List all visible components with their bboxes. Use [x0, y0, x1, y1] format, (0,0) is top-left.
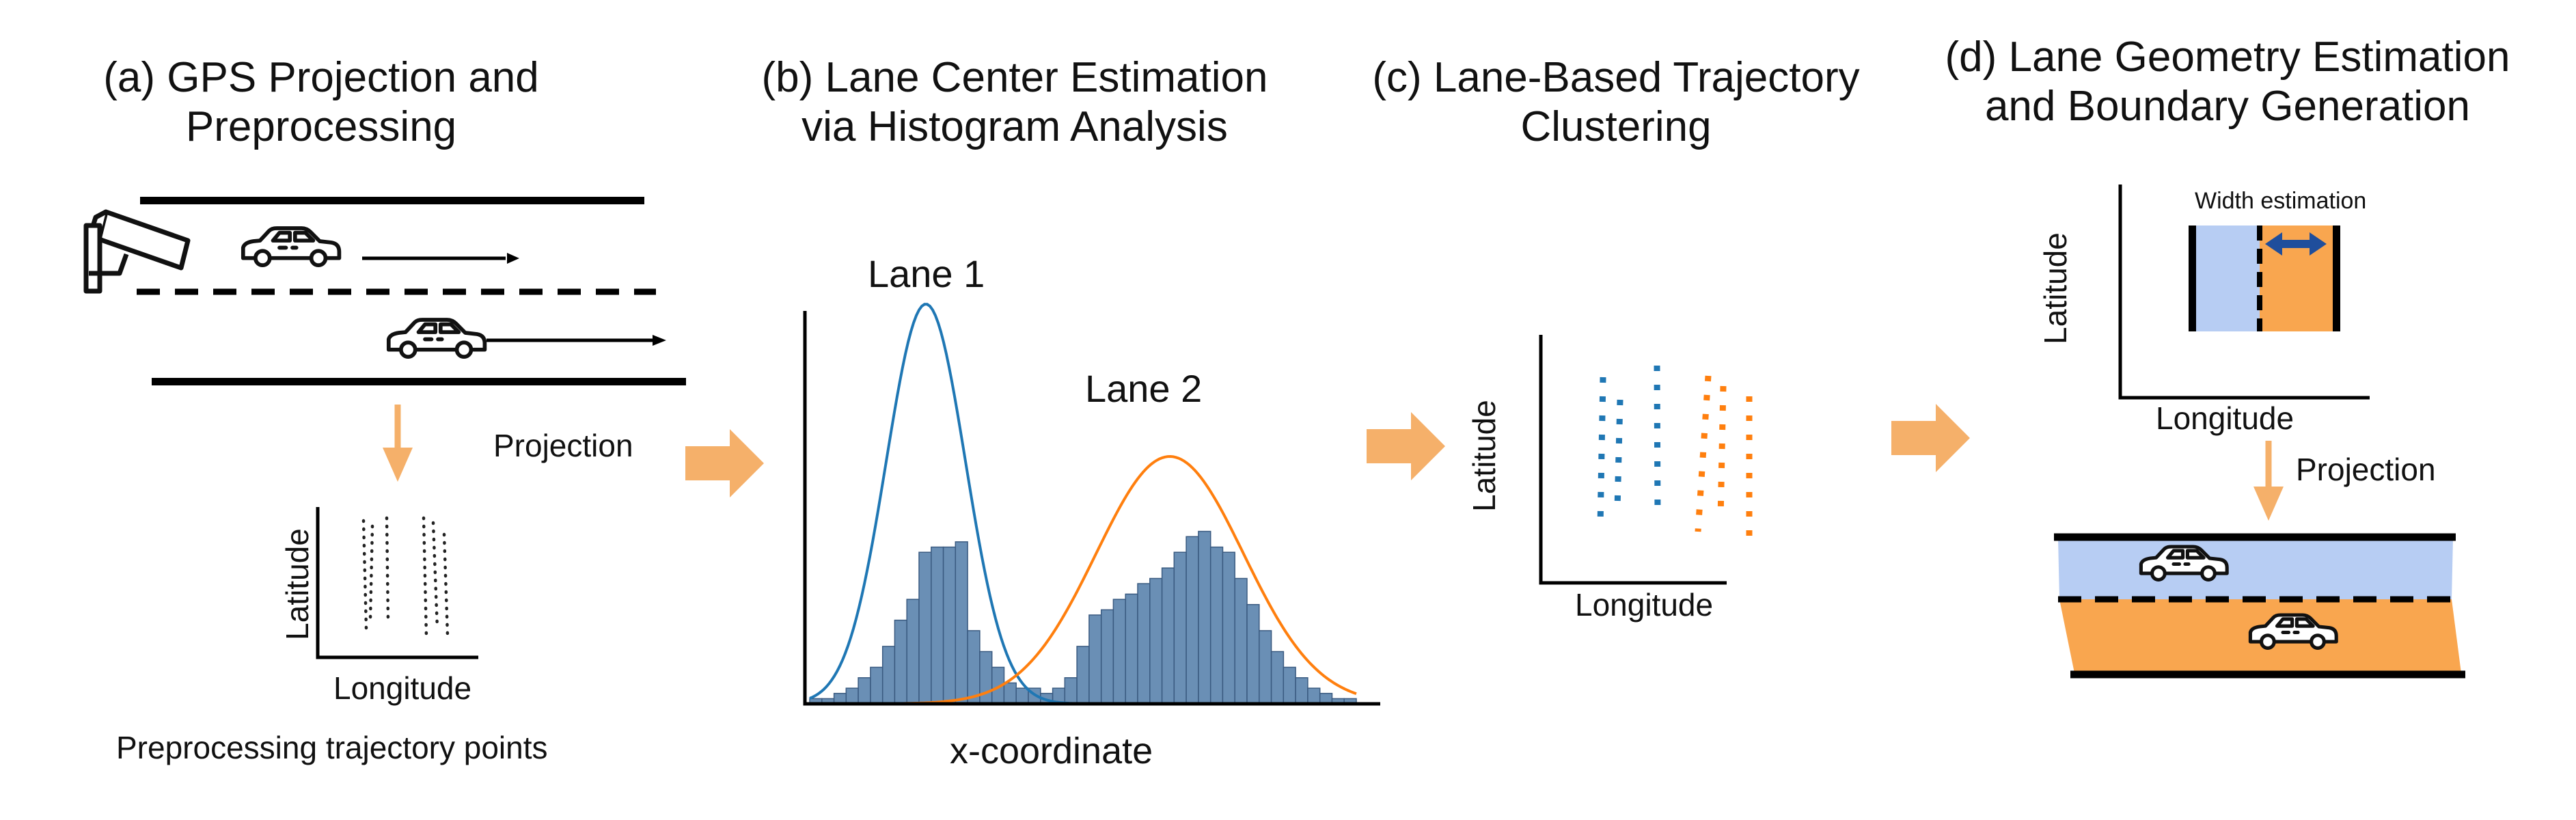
histogram-bar [1270, 651, 1285, 705]
histogram-bar [1003, 682, 1017, 705]
down-arrow-d-head [2253, 487, 2284, 521]
panel-a-title: (a) GPS Projection and Preprocessing [96, 53, 547, 152]
histogram-bar [1198, 530, 1211, 705]
panel-d-title-line1: (d) Lane Geometry Estimation [1945, 33, 2510, 81]
histogram-chart [803, 303, 1380, 706]
plot-a-xlabel: Longitude [333, 670, 472, 706]
histogram-bar [979, 651, 993, 705]
plot-c-xlabel: Longitude [1575, 587, 1714, 623]
plot-a-points [361, 516, 450, 639]
histogram-bar [1088, 614, 1102, 705]
car-icon [243, 228, 340, 265]
plot-a-ylabel: Latitude [279, 528, 315, 640]
road-diagram-a [83, 197, 686, 659]
lane-boundary-left [2189, 226, 2196, 331]
lane-boundary-right [2333, 226, 2340, 331]
histogram-bar [1222, 551, 1235, 705]
panel-a-caption: Preprocessing trajectory points [116, 730, 548, 765]
plot-a-axes [316, 507, 478, 659]
panel-a-title-line2: Preprocessing [185, 103, 457, 150]
double-arrow-icon [2265, 232, 2327, 256]
histogram-bar [1064, 677, 1078, 705]
cctv-camera-icon [83, 209, 191, 294]
histogram-bar [942, 546, 957, 705]
projected-lane-blue [2058, 538, 2453, 599]
panel-b-title-line1: (b) Lane Center Estimation [761, 54, 1268, 101]
histogram-bar [1173, 551, 1187, 705]
flow-arrow-cd [1891, 404, 1970, 472]
histogram-bar [1295, 677, 1308, 705]
panel-d-title-line2: and Boundary Generation [1984, 83, 2471, 130]
lane2-label: Lane 2 [1085, 367, 1203, 410]
panel-c-title-line2: Clustering [1520, 103, 1712, 150]
histogram-bar [1246, 603, 1260, 705]
histogram-bar [1234, 577, 1248, 705]
panel-c-title: (c) Lane-Based Trajectory Clustering [1332, 53, 1900, 152]
plot-d-xlabel: Longitude [2156, 400, 2294, 436]
histogram-bar [881, 646, 896, 705]
histogram-bar [931, 546, 944, 705]
panel-d-title: (d) Lane Geometry Estimation and Boundar… [1906, 33, 2549, 131]
road-top-boundary [140, 197, 644, 204]
down-arrow-a-head [383, 448, 413, 482]
lane-geometry-plot [2054, 184, 2465, 679]
plot-c-axes [1539, 335, 1727, 585]
plot-d-ylabel: Latitude [2038, 232, 2073, 344]
road-bottom-boundary [152, 378, 686, 385]
cluster-plot [1539, 335, 1753, 585]
histogram-xlabel: x-coordinate [950, 730, 1153, 771]
lane1-label: Lane 1 [868, 252, 985, 295]
trajectory-arrow-2-head [653, 335, 666, 346]
lane1-gaussian-curve [809, 303, 1356, 705]
histogram-bar [1209, 546, 1224, 705]
car-icon [389, 320, 485, 357]
histogram-bar [845, 687, 859, 705]
cluster-lane1-points [1597, 365, 1661, 527]
panel-a-projection-label: Projection [493, 428, 633, 463]
histogram-bars [809, 530, 1357, 705]
histogram-bar [967, 630, 981, 705]
plot-d-axes [2118, 184, 2370, 400]
histogram-bar [906, 599, 920, 705]
panel-a-title-line1: (a) GPS Projection and [103, 54, 539, 101]
cluster-lane2-points [1695, 375, 1753, 537]
histogram-bar [1161, 567, 1175, 705]
histogram-bar [1259, 630, 1272, 705]
flow-arrow-ab [685, 429, 764, 497]
width-estimation-label: Width estimation [2195, 188, 2367, 214]
histogram-bar [1283, 666, 1296, 705]
panel-c-title-line1: (c) Lane-Based Trajectory [1372, 54, 1860, 101]
histogram-bar [1100, 609, 1114, 705]
histogram-axes [803, 311, 1380, 706]
histogram-bar [1125, 593, 1138, 705]
panel-b-title-line2: via Histogram Analysis [801, 103, 1228, 150]
histogram-bar [1076, 646, 1090, 705]
histogram-bar [918, 551, 932, 705]
flow-arrow-bc [1367, 412, 1445, 480]
histogram-bar [1112, 599, 1126, 705]
panel-d-projection-label: Projection [2296, 452, 2436, 487]
histogram-bar [1015, 687, 1029, 705]
histogram-bar [894, 619, 907, 705]
lane-band-blue [2191, 226, 2260, 331]
plot-c-ylabel: Latitude [1466, 400, 1502, 512]
histogram-bar [1149, 577, 1163, 705]
histogram-bar [955, 541, 968, 705]
histogram-bar [870, 666, 883, 705]
histogram-bar [1307, 687, 1321, 705]
histogram-bar [1137, 583, 1151, 705]
panel-b-title: (b) Lane Center Estimation via Histogram… [731, 53, 1298, 152]
histogram-bar [1186, 536, 1199, 705]
histogram-bar [858, 677, 871, 705]
trajectory-arrow-1-head [507, 253, 519, 264]
